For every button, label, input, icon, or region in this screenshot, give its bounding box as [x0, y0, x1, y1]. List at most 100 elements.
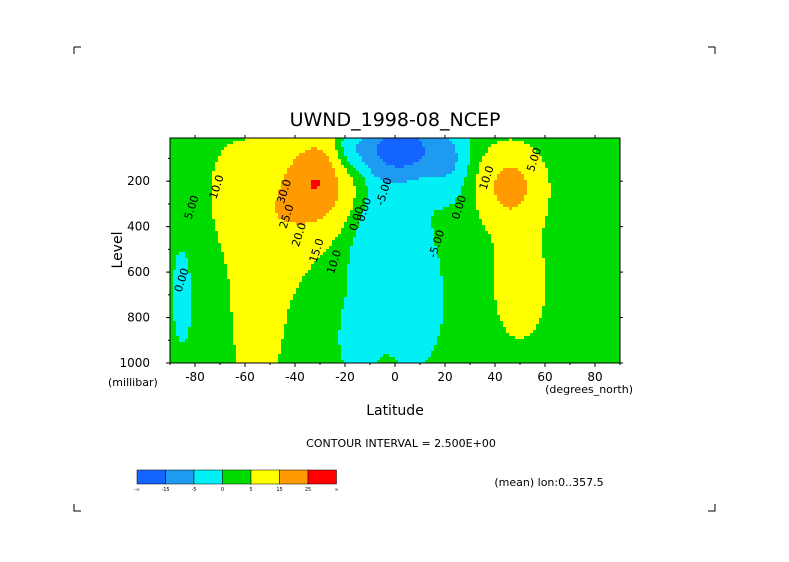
field-cell: [341, 174, 345, 178]
field-cell: [263, 312, 267, 316]
field-cell: [242, 162, 246, 166]
field-cell: [185, 162, 189, 166]
field-cell: [266, 291, 270, 295]
field-cell: [176, 165, 180, 169]
field-cell: [275, 174, 279, 178]
field-cell: [266, 162, 270, 166]
crop-mark-bottom-right: [708, 504, 716, 512]
field-cell: [218, 210, 222, 214]
field-cell: [212, 258, 216, 262]
field-cell: [284, 336, 288, 340]
field-cell: [251, 270, 255, 274]
field-cell: [251, 177, 255, 181]
field-cell: [299, 186, 303, 190]
field-cell: [347, 327, 351, 331]
field-cell: [212, 177, 216, 181]
field-cell: [305, 300, 309, 304]
field-cell: [212, 309, 216, 313]
field-cell: [206, 270, 210, 274]
field-cell: [170, 267, 174, 271]
field-cell: [182, 333, 186, 337]
field-cell: [257, 294, 261, 298]
field-cell: [179, 228, 183, 232]
field-cell: [209, 282, 213, 286]
field-cell: [194, 324, 198, 328]
field-cell: [338, 315, 342, 319]
field-cell: [206, 141, 210, 145]
field-cell: [197, 183, 201, 187]
field-cell: [284, 153, 288, 157]
field-cell: [215, 228, 219, 232]
field-cell: [188, 138, 192, 142]
field-cell: [239, 225, 243, 229]
field-cell: [323, 348, 327, 352]
field-cell: [188, 225, 192, 229]
field-cell: [197, 276, 201, 280]
field-cell: [227, 306, 231, 310]
field-cell: [269, 228, 273, 232]
field-cell: [299, 210, 303, 214]
field-cell: [221, 252, 225, 256]
field-cell: [209, 240, 213, 244]
field-cell: [278, 204, 282, 208]
field-cell: [272, 354, 276, 358]
field-cell: [185, 150, 189, 154]
field-cell: [266, 264, 270, 268]
field-cell: [299, 204, 303, 208]
field-cell: [224, 246, 228, 250]
field-cell: [317, 141, 321, 145]
field-cell: [311, 225, 315, 229]
field-cell: [212, 324, 216, 328]
field-cell: [350, 360, 354, 363]
field-cell: [326, 189, 330, 193]
field-cell: [332, 279, 336, 283]
field-cell: [233, 171, 237, 175]
field-cell: [326, 204, 330, 208]
field-cell: [206, 294, 210, 298]
field-cell: [290, 168, 294, 172]
field-cell: [287, 270, 291, 274]
field-cell: [299, 285, 303, 289]
field-cell: [365, 300, 369, 304]
field-cell: [275, 276, 279, 280]
field-cell: [296, 216, 300, 220]
field-cell: [341, 267, 345, 271]
field-cell: [245, 168, 249, 172]
field-cell: [323, 159, 327, 163]
field-cell: [191, 177, 195, 181]
field-cell: [194, 267, 198, 271]
field-cell: [296, 354, 300, 358]
field-cell: [179, 150, 183, 154]
field-cell: [263, 300, 267, 304]
field-cell: [215, 270, 219, 274]
field-cell: [254, 222, 258, 226]
field-cell: [242, 177, 246, 181]
field-cell: [206, 300, 210, 304]
field-cell: [326, 228, 330, 232]
field-cell: [341, 306, 345, 310]
field-cell: [359, 168, 363, 172]
field-cell: [284, 360, 288, 363]
field-cell: [272, 342, 276, 346]
field-cell: [344, 141, 348, 145]
field-cell: [230, 303, 234, 307]
field-cell: [353, 162, 357, 166]
field-cell: [308, 357, 312, 361]
field-cell: [260, 165, 264, 169]
field-cell: [362, 336, 366, 340]
field-cell: [353, 255, 357, 259]
field-cell: [212, 360, 216, 363]
field-cell: [263, 270, 267, 274]
field-cell: [179, 276, 183, 280]
field-cell: [263, 144, 267, 148]
field-cell: [251, 291, 255, 295]
field-cell: [179, 246, 183, 250]
field-cell: [275, 246, 279, 250]
field-cell: [263, 279, 267, 283]
field-cell: [332, 258, 336, 262]
field-cell: [308, 198, 312, 202]
field-cell: [368, 186, 372, 190]
field-cell: [176, 309, 180, 313]
field-cell: [329, 306, 333, 310]
field-cell: [347, 207, 351, 211]
